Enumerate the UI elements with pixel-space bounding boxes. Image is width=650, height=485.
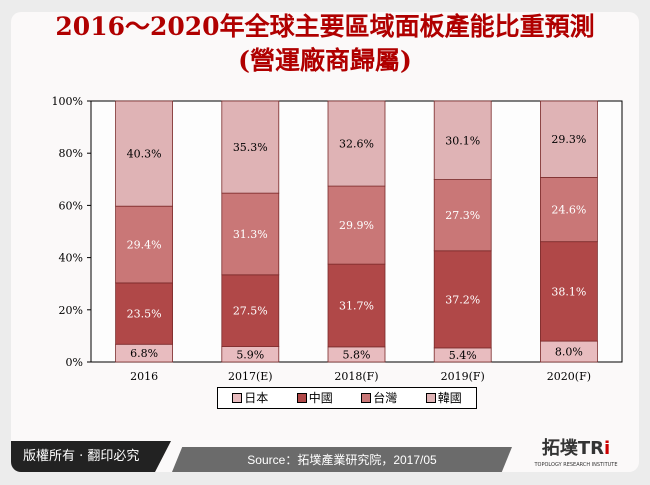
bar-segment xyxy=(221,192,280,276)
data-label: 30.1% xyxy=(445,134,480,147)
bar-segment xyxy=(221,100,280,194)
data-label: 27.3% xyxy=(445,209,480,222)
bar-segment xyxy=(327,263,386,348)
source-banner: Source：拓墣產業研究院，2017/05 xyxy=(172,447,512,472)
chart-subtitle: (營運廠商歸屬) xyxy=(238,46,412,75)
legend-label: 韓國 xyxy=(437,391,462,405)
bar-segment xyxy=(433,100,492,180)
x-tick-label: 2019(F) xyxy=(441,370,485,383)
legend: 日本 中國 台灣 韓國 xyxy=(217,387,477,409)
legend-item: 台灣 xyxy=(361,391,397,405)
y-tick-label: 0% xyxy=(66,356,83,369)
legend-label: 日本 xyxy=(244,391,269,405)
logo-mark: 拓墣TRi xyxy=(541,438,611,459)
legend-item: 韓國 xyxy=(425,391,462,405)
data-label: 5.9% xyxy=(236,348,264,361)
legend-swatch xyxy=(361,393,372,403)
data-label: 32.6% xyxy=(339,138,374,151)
bar-segment xyxy=(115,100,173,207)
bar-segment xyxy=(327,185,386,265)
y-tick-label: 20% xyxy=(59,304,83,317)
stacked-bar-chart: 0% 20% 40% 60% 80% 100% 6.8% 23.5% 29.4% 40.3% 201… xyxy=(52,95,623,383)
copyright-banner: 版權所有 · 翻印必究 xyxy=(11,441,171,472)
legend-label: 台灣 xyxy=(373,391,398,405)
data-label: 35.3% xyxy=(233,141,268,154)
x-tick-label: 2018(F) xyxy=(334,370,378,383)
bar-segment xyxy=(540,241,598,342)
bar-segment xyxy=(540,100,598,178)
logo-subtitle: TOPOLOGY RESEARCH INSTITUTE xyxy=(534,462,618,468)
data-label: 37.2% xyxy=(445,293,480,306)
data-label: 6.8% xyxy=(130,347,158,360)
y-tick-label: 80% xyxy=(59,147,83,160)
data-label: 31.7% xyxy=(339,299,374,312)
chart-title: 2016～2020年全球主要區域面板產能比重預測 xyxy=(55,12,595,41)
x-tick-label: 2017(E) xyxy=(228,370,273,383)
bar-segment xyxy=(221,274,280,348)
data-label: 5.8% xyxy=(343,348,371,361)
legend-item: 日本 xyxy=(232,391,268,405)
data-label: 27.5% xyxy=(233,305,268,318)
data-label: 29.4% xyxy=(127,239,162,252)
data-label: 29.9% xyxy=(339,219,374,232)
legend-item: 中國 xyxy=(296,391,333,405)
y-tick-label: 40% xyxy=(59,252,83,265)
bar-segment xyxy=(433,250,492,349)
x-tick-label: 2020(F) xyxy=(547,370,591,383)
y-tick-label: 60% xyxy=(59,199,83,212)
data-label: 40.3% xyxy=(127,148,162,161)
data-label: 29.3% xyxy=(551,133,586,146)
bar-segment xyxy=(433,179,492,252)
data-label: 24.6% xyxy=(551,204,586,217)
logo: 拓墣TRi TOPOLOGY RESEARCH INSTITUTE xyxy=(520,438,632,472)
bar-segment xyxy=(540,177,598,243)
data-label: 23.5% xyxy=(127,308,162,321)
data-label: 5.4% xyxy=(449,349,477,362)
data-label: 38.1% xyxy=(551,285,586,298)
legend-swatch xyxy=(232,393,243,403)
bar-segment xyxy=(327,100,386,187)
data-label: 31.3% xyxy=(233,228,268,241)
y-tick-label: 100% xyxy=(52,95,83,108)
legend-swatch xyxy=(425,393,436,403)
x-tick-label: 2016 xyxy=(130,370,158,383)
legend-label: 中國 xyxy=(308,391,333,405)
data-label: 8.0% xyxy=(555,346,583,359)
legend-swatch xyxy=(296,393,307,403)
